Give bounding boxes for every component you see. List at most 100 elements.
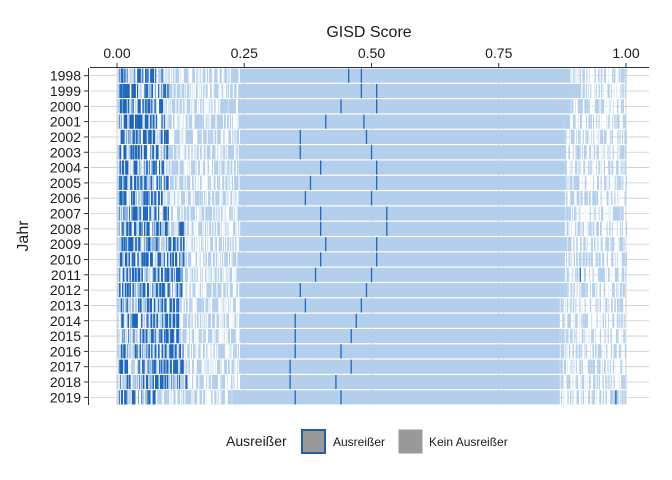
barcode-row-2003 <box>117 145 627 160</box>
score-gap <box>175 191 177 206</box>
score-gap <box>208 160 210 175</box>
score-gap <box>568 160 570 175</box>
outlier-tick <box>161 83 163 99</box>
outlier-tick <box>130 114 133 129</box>
score-tick <box>583 221 585 236</box>
score-tick <box>225 252 228 267</box>
outlier-gap <box>154 175 156 190</box>
score-tick <box>596 114 598 129</box>
score-gap <box>568 191 570 206</box>
score-gap <box>234 206 236 221</box>
score-tick <box>162 145 164 160</box>
score-tick <box>176 99 178 114</box>
score-gap <box>190 68 192 83</box>
score-gap <box>222 206 224 221</box>
score-tick <box>138 221 140 236</box>
score-gap <box>572 68 574 83</box>
score-tick <box>590 83 592 99</box>
score-gap <box>574 191 576 206</box>
score-tick <box>184 68 186 83</box>
score-tick <box>622 160 624 175</box>
score-tick <box>609 99 611 114</box>
outlier-tick <box>130 237 133 252</box>
score-tick <box>187 83 189 99</box>
score-gap <box>609 68 611 83</box>
outlier-gap <box>154 114 156 129</box>
score-gap <box>204 83 206 99</box>
score-tick <box>230 68 232 83</box>
score-gap <box>617 191 619 206</box>
score-gap <box>199 99 201 114</box>
score-tick <box>173 191 175 206</box>
score-gap <box>198 145 200 160</box>
score-tick <box>125 221 127 236</box>
score-gap <box>197 175 199 190</box>
outlier-tick <box>127 83 130 99</box>
score-gap <box>200 160 202 175</box>
outlier-tick <box>161 160 163 175</box>
score-tick <box>182 160 184 175</box>
score-tick <box>238 114 240 129</box>
score-gap <box>175 83 177 99</box>
outlier-tick <box>119 145 121 160</box>
score-tick <box>180 160 182 175</box>
outlier-tick <box>134 175 137 190</box>
outlier-tick <box>182 221 184 236</box>
score-gap <box>566 160 568 175</box>
score-tick <box>583 237 585 252</box>
score-gap <box>572 221 574 236</box>
score-gap <box>576 221 578 236</box>
score-gap <box>231 129 233 144</box>
score-gap <box>222 114 224 129</box>
score-tick <box>134 129 136 144</box>
score-gap <box>592 83 594 99</box>
score-gap <box>186 221 188 236</box>
outlier-tick <box>134 206 136 221</box>
score-tick <box>168 114 171 129</box>
score-tick <box>612 221 614 236</box>
score-tick <box>181 83 184 99</box>
score-tick <box>565 160 567 175</box>
score-tick <box>180 99 182 114</box>
dense-band-2005 <box>239 175 565 190</box>
score-tick <box>120 145 122 160</box>
score-gap <box>582 175 584 190</box>
score-tick <box>152 175 154 190</box>
score-tick <box>588 114 590 129</box>
score-gap <box>198 99 200 114</box>
score-tick <box>618 237 620 252</box>
score-gap <box>169 175 171 190</box>
score-gap <box>218 145 220 160</box>
score-tick <box>234 191 237 206</box>
outlier-tick <box>129 114 131 129</box>
score-gap <box>226 237 228 252</box>
barcode-row-1999 <box>117 83 627 99</box>
outlier-tick <box>151 129 154 144</box>
outlier-gap <box>150 83 152 99</box>
outlier-tick <box>146 160 148 175</box>
outlier-tick <box>142 129 145 144</box>
score-tick <box>138 206 140 221</box>
score-tick <box>232 221 235 236</box>
score-tick <box>231 206 233 221</box>
score-tick <box>190 145 193 160</box>
score-gap <box>201 175 203 190</box>
score-tick <box>604 129 606 144</box>
score-gap <box>236 99 238 114</box>
outlier-tick <box>157 206 159 221</box>
outlier-tick <box>153 129 156 144</box>
outlier-gap <box>160 160 162 175</box>
score-tick <box>601 99 604 114</box>
score-tick <box>159 68 161 83</box>
score-tick <box>565 145 567 160</box>
outlier-tick <box>120 83 123 99</box>
score-tick <box>189 99 191 114</box>
score-tick <box>216 145 219 160</box>
score-tick <box>208 191 211 206</box>
outlier-gap <box>157 114 159 129</box>
score-tick <box>226 114 228 129</box>
outlier-gap <box>151 221 153 236</box>
score-tick <box>186 206 189 221</box>
outlier-gap <box>148 114 150 129</box>
